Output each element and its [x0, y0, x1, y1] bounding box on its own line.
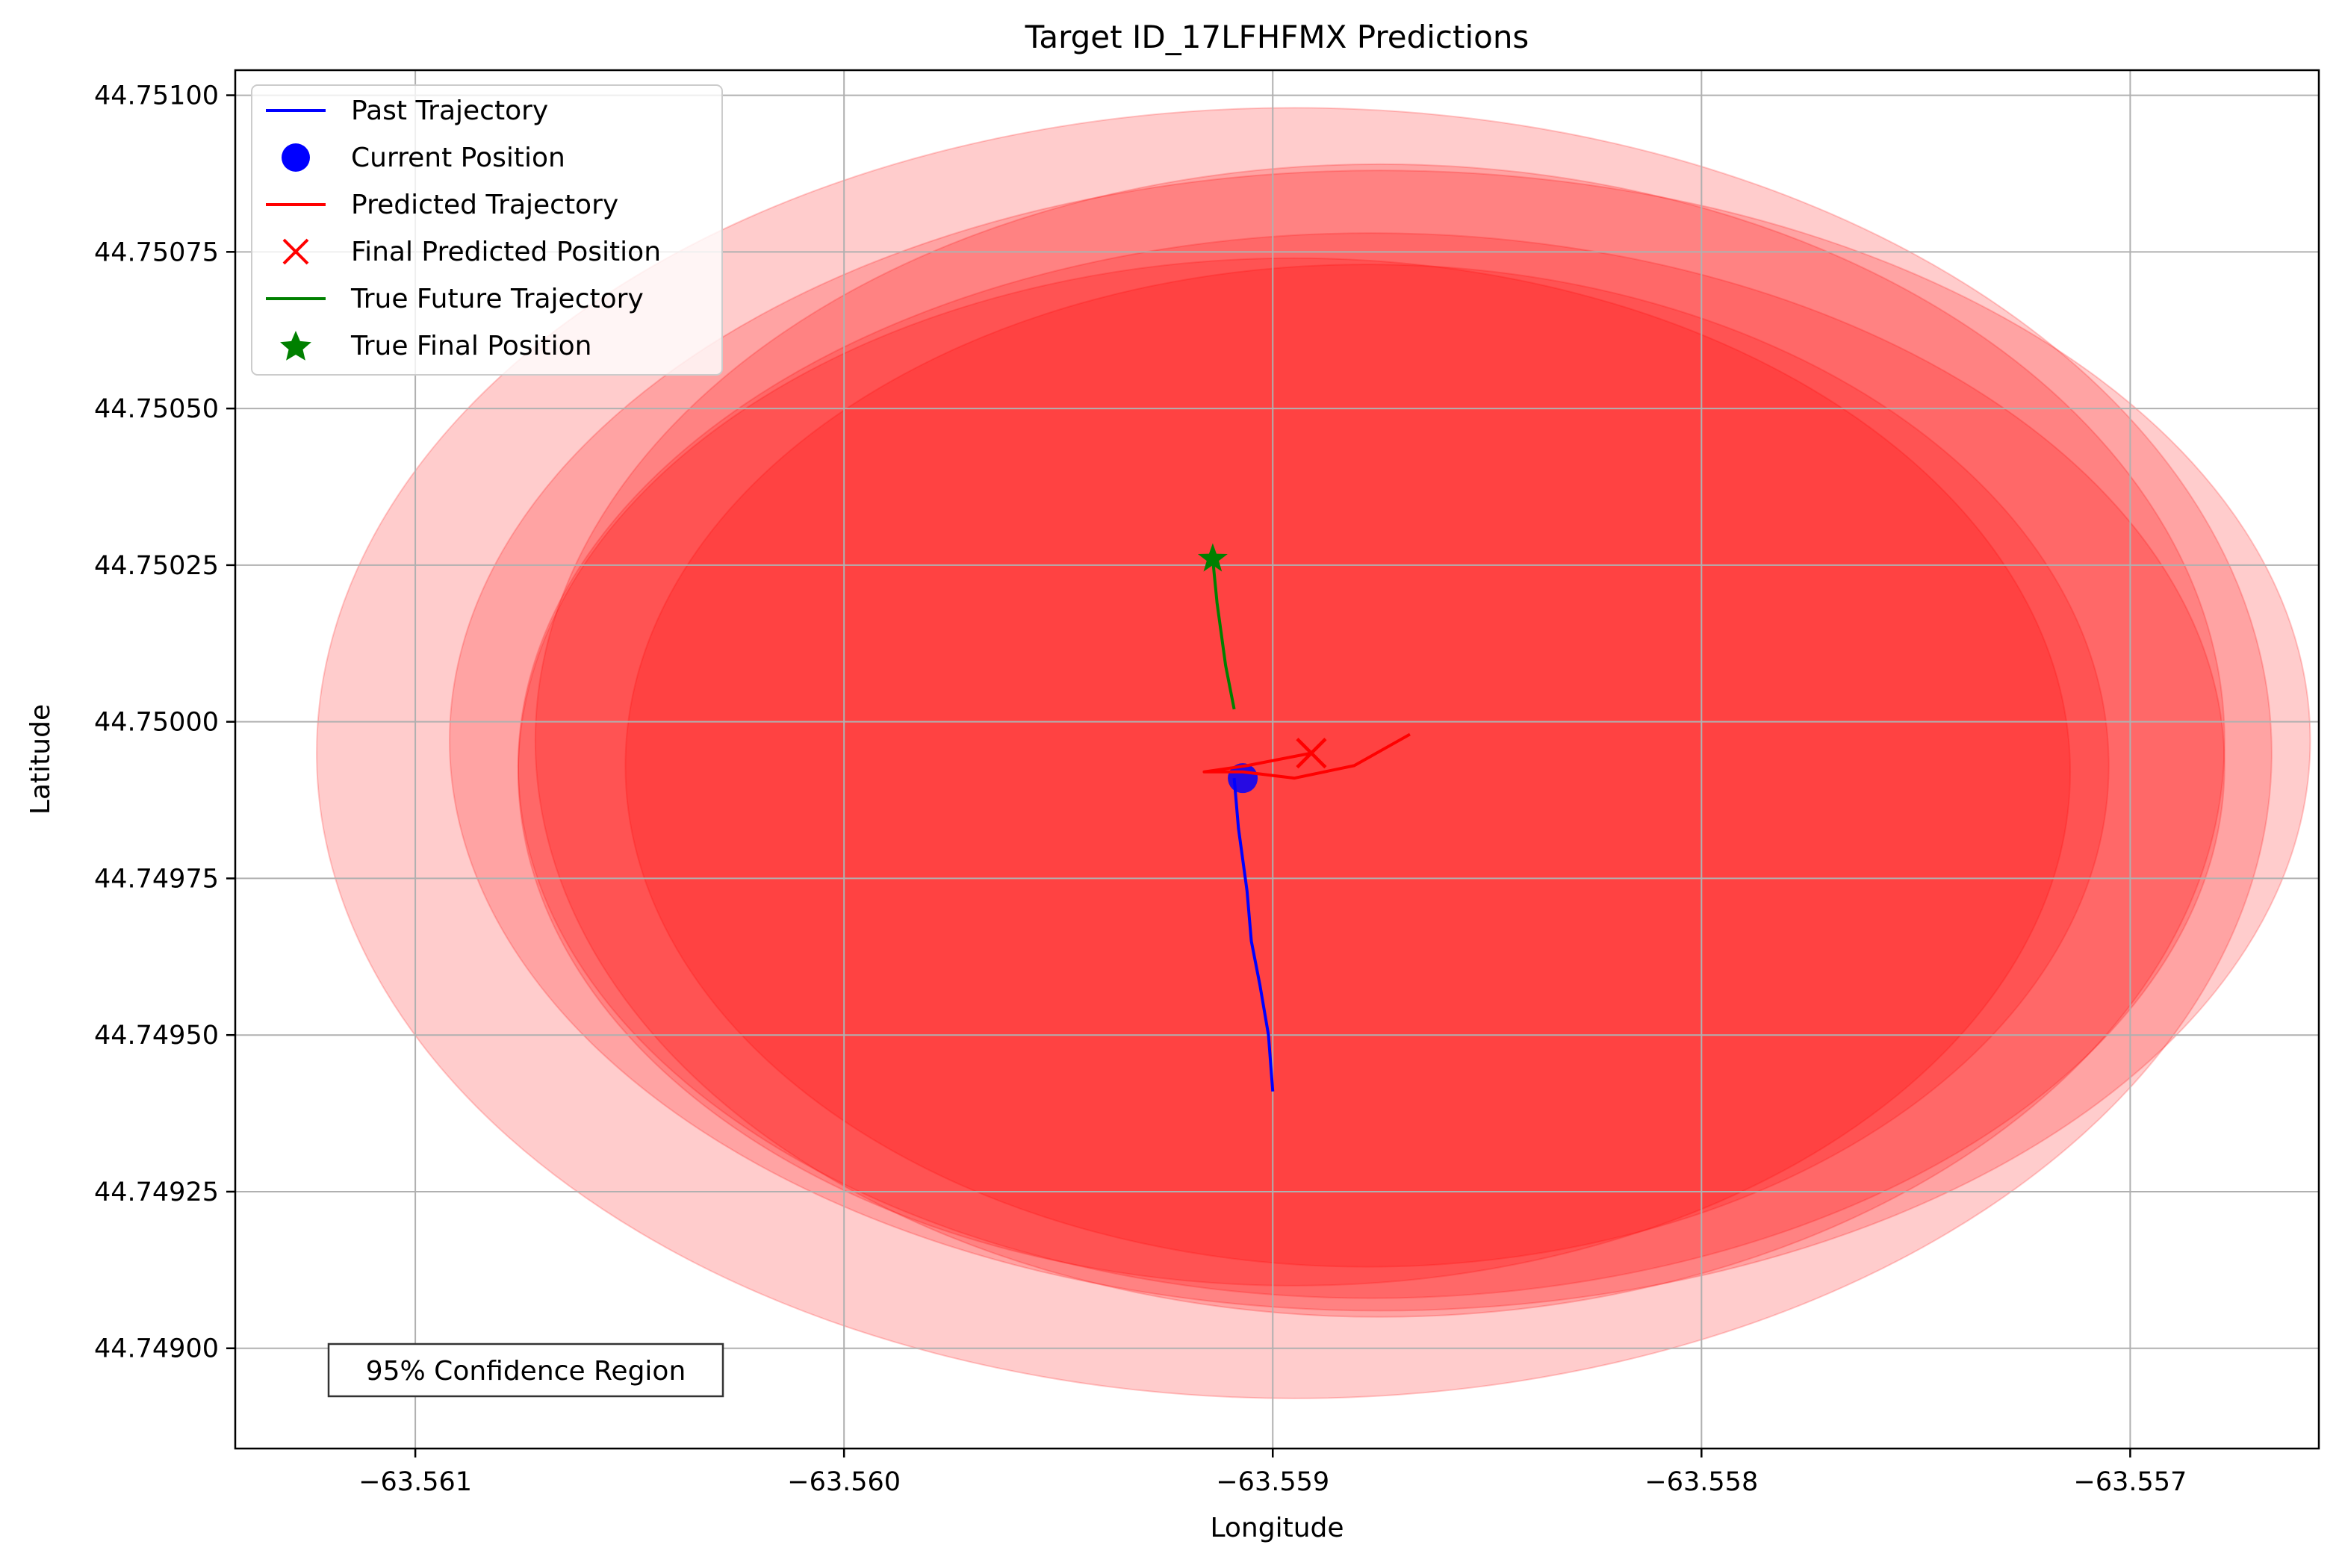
predicted-trajectory-line — [1202, 732, 1411, 780]
confidence-ellipse-4 — [517, 257, 2072, 1287]
x-tick-label-0: −63.561 — [358, 1467, 472, 1497]
x-tick-label-3: −63.558 — [1644, 1467, 1758, 1497]
series-layer — [1197, 543, 1411, 1092]
x-axis-ticks: −63.561 −63.560 −63.559 −63.558 −63.557 — [358, 1449, 2187, 1497]
x-tick-label-4: −63.557 — [2074, 1467, 2187, 1497]
y-tick-label-1: 44.74925 — [94, 1177, 219, 1207]
legend-swatch-final-predicted-position — [282, 238, 309, 265]
legend-swatch-current-position — [282, 143, 310, 172]
true-future-trajectory-line — [1211, 559, 1236, 710]
final-predicted-position-marker — [1296, 738, 1327, 769]
confidence-annotation: 95% Confidence Region — [327, 1343, 724, 1398]
y-tick-label-7: 44.75075 — [94, 237, 219, 267]
y-tick-label-6: 44.75050 — [94, 394, 219, 424]
y-tick-label-2: 44.74950 — [94, 1021, 219, 1051]
y-tick-label-3: 44.74975 — [94, 864, 219, 894]
confidence-ellipse-2 — [449, 169, 2311, 1312]
y-axis-ticks: 44.74900 44.74925 44.74950 44.74975 44.75000… — [94, 81, 235, 1364]
confidence-ellipse-5 — [624, 264, 2110, 1268]
annotation-box — [327, 1343, 724, 1398]
confidence-regions — [316, 107, 2311, 1399]
true-final-position-marker — [1197, 543, 1228, 572]
confidence-ellipse-0 — [316, 107, 2273, 1399]
legend-label-final-predicted-position: Final Predicted Position — [351, 237, 661, 267]
legend-box — [251, 84, 723, 376]
plot-frame — [234, 69, 2320, 1450]
x-tick-label-2: −63.559 — [1216, 1467, 1329, 1497]
legend: Past Trajectory Current Position Predict… — [251, 84, 723, 376]
legend-swatch-true-final-position — [280, 331, 311, 361]
chart-title: Target ID_17LFHFMX Predictions — [1025, 19, 1529, 55]
final-predicted-position-marker-stroke-b — [1296, 738, 1327, 769]
y-axis-label: Latitude — [25, 704, 56, 815]
legend-label-past-trajectory: Past Trajectory — [351, 96, 548, 126]
legend-label-true-final-position: True Final Position — [350, 331, 592, 361]
y-tick-label-0: 44.74900 — [94, 1334, 219, 1364]
x-tick-label-1: −63.560 — [787, 1467, 901, 1497]
confidence-ellipse-3 — [534, 163, 2225, 1318]
y-tick-label-8: 44.75100 — [94, 81, 219, 111]
legend-label-current-position: Current Position — [351, 143, 565, 173]
x-axis-label: Longitude — [1210, 1513, 1344, 1543]
y-tick-label-4: 44.75000 — [94, 708, 219, 738]
confidence-ellipse-1 — [517, 232, 2225, 1299]
legend-label-predicted-trajectory: Predicted Trajectory — [351, 190, 618, 220]
y-tick-label-5: 44.75025 — [94, 551, 219, 581]
legend-label-true-future-trajectory: True Future Trajectory — [350, 284, 644, 314]
past-trajectory-line — [1232, 778, 1275, 1092]
annotation-text: 95% Confidence Region — [366, 1356, 686, 1387]
